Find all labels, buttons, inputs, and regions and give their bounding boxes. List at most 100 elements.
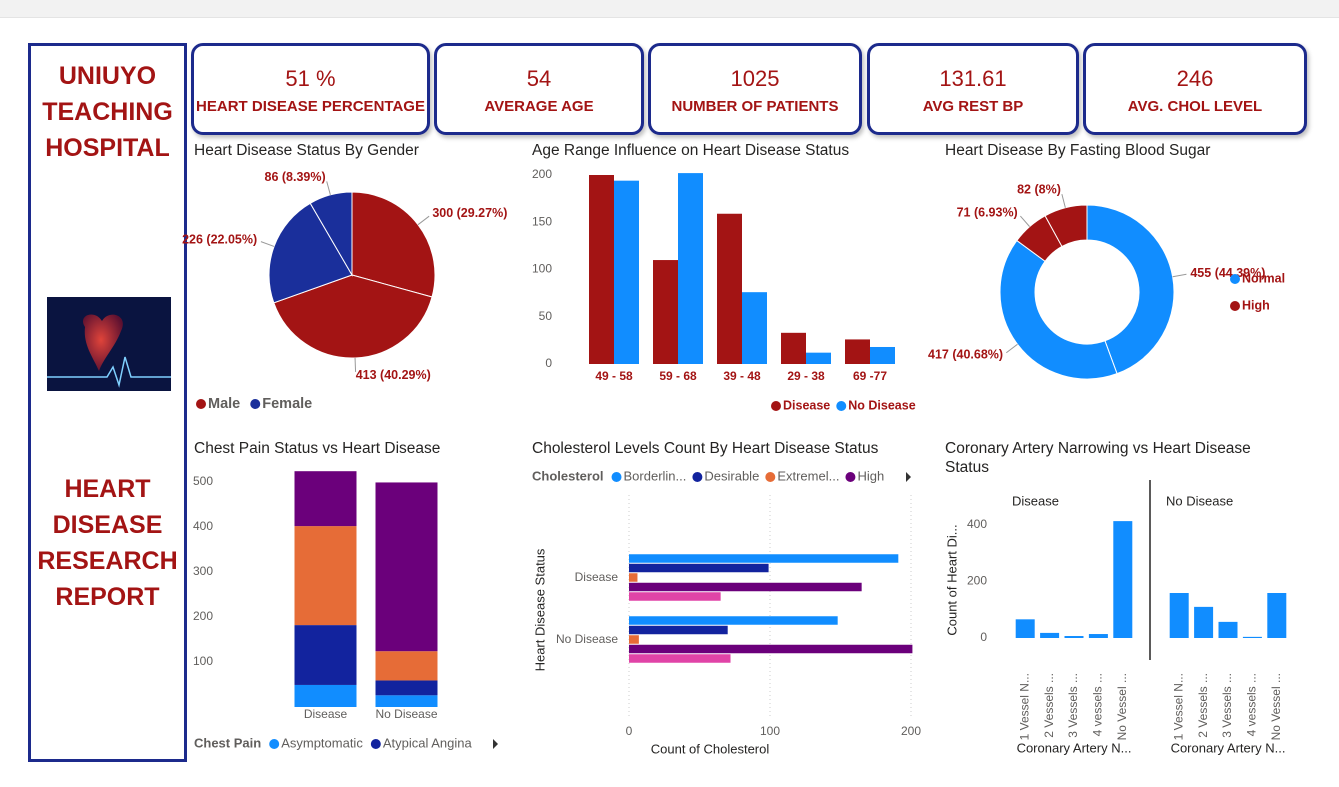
kpi-label: NUMBER OF PATIENTS	[671, 98, 839, 115]
legend-marker	[250, 399, 261, 409]
pulse-line	[47, 356, 171, 388]
chart-title: Cholesterol Levels Count By Heart Diseas…	[532, 440, 879, 457]
x-tick-label: 4 vessels ...	[1245, 673, 1259, 736]
bar	[629, 573, 638, 582]
bar	[717, 213, 742, 364]
y-tick-label: 400	[967, 517, 987, 531]
bar	[629, 592, 721, 601]
heart-shape	[82, 314, 123, 371]
x-tick-label: 2 Vessels ...	[1042, 673, 1056, 738]
legend-marker	[269, 739, 280, 749]
bar-segment	[294, 526, 357, 626]
bar	[806, 352, 831, 364]
y-tick-label: 150	[532, 214, 552, 228]
x-tick-label: No Vessel ...	[1269, 673, 1283, 740]
legend-label: Atypical Angina	[383, 735, 473, 750]
bar	[629, 616, 838, 625]
bar	[1088, 634, 1108, 638]
bar	[629, 582, 862, 592]
leader-line	[1061, 194, 1066, 208]
kpi-label: AVERAGE AGE	[484, 98, 594, 115]
bar	[781, 332, 806, 364]
x-tick-label: 59 - 68	[659, 369, 697, 383]
bar-segment	[375, 695, 438, 707]
x-tick-label: 1 Vessel N...	[1171, 673, 1185, 740]
bar	[1015, 619, 1035, 638]
y-tick-label: 200	[967, 574, 987, 588]
bar	[1169, 593, 1189, 638]
report-name: HEART DISEASE RESEARCH REPORT	[37, 475, 178, 611]
bar	[629, 563, 769, 573]
y-tick-label: 50	[539, 309, 553, 323]
x-tick-label: 0	[626, 724, 633, 738]
bar	[845, 339, 870, 364]
legend-marker	[1230, 274, 1240, 284]
x-tick-label: 4 vessels ...	[1091, 673, 1105, 736]
kpi-value: 1025	[730, 66, 780, 91]
leader-line	[354, 357, 357, 372]
slice	[999, 239, 1118, 380]
kpi-value: 51 %	[285, 66, 336, 91]
chart-title: Heart Disease Status By Gender	[194, 142, 419, 159]
facet-label: No Disease	[1166, 493, 1233, 508]
leader-line	[1172, 273, 1187, 278]
y-tick-label: 500	[193, 474, 213, 488]
y-tick-label: 200	[193, 609, 213, 623]
y-tick-label: No Disease	[556, 632, 618, 646]
bar	[1113, 521, 1133, 638]
legend-marker	[771, 401, 781, 411]
kpi-value: 131.61	[939, 66, 1007, 91]
x-tick-label: Disease	[304, 707, 348, 721]
legend-marker	[692, 472, 703, 482]
x-tick-label: No Disease	[375, 707, 437, 721]
bar	[1194, 606, 1214, 638]
kpi-value: 246	[1176, 66, 1214, 91]
heart-image	[47, 297, 171, 391]
y-tick-label: 0	[545, 356, 552, 370]
leader-line	[260, 241, 275, 247]
x-tick-label: 39 - 48	[723, 369, 761, 383]
bar-segment	[375, 680, 438, 696]
y-tick-label: Disease	[575, 570, 619, 584]
chart-title: Chest Pain Status vs Heart Disease	[194, 440, 441, 457]
sidebar: UNIUYO TEACHING HOSPITAL HEART DISEASE R…	[28, 43, 187, 762]
top-band	[0, 0, 1339, 18]
kpi-card: 131.61 AVG REST BP	[867, 43, 1079, 135]
x-axis-label: Coronary Artery N...	[1017, 740, 1132, 755]
legend-label: Disease	[783, 398, 830, 412]
x-tick-label: No Vessel ...	[1115, 673, 1129, 740]
kpi-card: 1025 NUMBER OF PATIENTS	[648, 43, 862, 135]
chart-title: Age Range Influence on Heart Disease Sta…	[532, 142, 850, 159]
bar	[614, 180, 639, 364]
data-label: 71 (6.93%)	[957, 205, 1018, 219]
legend-marker	[765, 472, 776, 482]
bar	[629, 625, 728, 635]
bar	[653, 260, 678, 364]
leader-line	[417, 215, 430, 226]
y-tick-label: 300	[193, 564, 213, 578]
slice	[268, 202, 353, 304]
kpi-card: 246 AVG. CHOL LEVEL	[1083, 43, 1307, 135]
legend-label: Desirable	[704, 468, 759, 483]
legend-label: Male	[208, 396, 240, 412]
bar	[629, 554, 899, 563]
legend-marker	[1230, 301, 1240, 311]
data-label: 300 (29.27%)	[432, 206, 507, 220]
slice	[273, 274, 433, 359]
data-label: 417 (40.68%)	[928, 347, 1003, 361]
chart-title: Coronary Artery Narrowing vs Heart Disea…	[945, 440, 1251, 476]
bar-segment	[294, 471, 357, 527]
bar	[589, 175, 614, 364]
facet-label: Disease	[1012, 493, 1059, 508]
bar-segment	[375, 651, 438, 681]
legend-marker	[370, 739, 381, 749]
x-tick-label: 3 Vessels ...	[1066, 673, 1080, 738]
kpi-card: 54 AVERAGE AGE	[434, 43, 644, 135]
y-tick-label: 0	[980, 630, 987, 644]
kpi-value: 54	[526, 66, 552, 91]
y-tick-label: 100	[532, 262, 552, 276]
data-label: 226 (22.05%)	[182, 233, 257, 247]
